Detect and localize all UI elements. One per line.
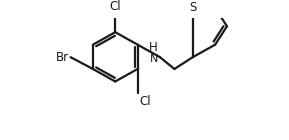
- Text: N: N: [150, 54, 158, 64]
- Text: Br: Br: [56, 51, 69, 64]
- Text: S: S: [189, 1, 197, 14]
- Text: Cl: Cl: [139, 95, 151, 108]
- Text: H: H: [149, 41, 158, 54]
- Text: Cl: Cl: [110, 0, 121, 13]
